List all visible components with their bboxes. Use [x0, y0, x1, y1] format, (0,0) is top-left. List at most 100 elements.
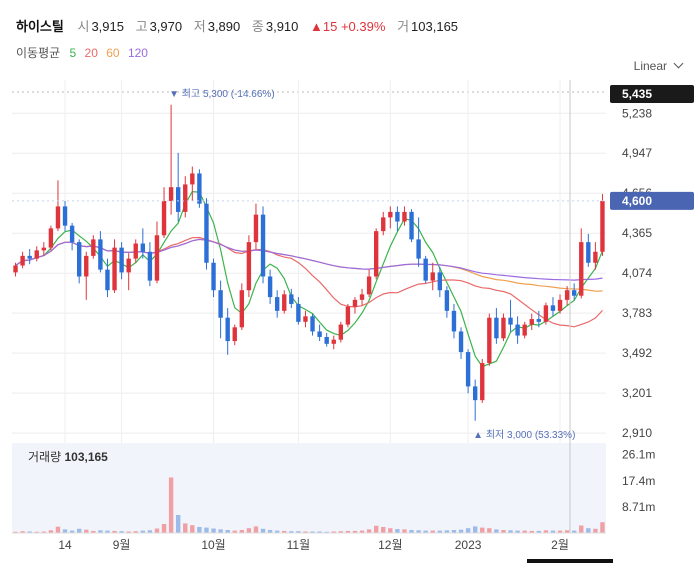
candle-body — [197, 173, 202, 204]
volume-bar — [197, 527, 202, 533]
time-tick-label: 2월 — [551, 538, 569, 552]
volume-bar — [522, 530, 527, 533]
volume-bar — [331, 531, 336, 533]
volume-bars — [13, 477, 605, 533]
price-axis: 5,2384,9474,6564,3654,0743,7833,4923,201… — [622, 106, 655, 514]
open-label: 시 — [77, 19, 90, 34]
volume-bar — [211, 528, 216, 533]
volume-bar — [409, 530, 414, 533]
volume-bar — [147, 530, 153, 533]
change-value: ▲15 +0.39% — [310, 19, 386, 34]
candle-body — [366, 276, 372, 295]
candle-body — [62, 206, 68, 226]
volume-bar — [91, 530, 96, 533]
volume-tick-label: 8.71m — [622, 500, 655, 514]
volume-bar — [359, 530, 365, 533]
ma-120: 120 — [127, 46, 148, 60]
candle-body — [140, 243, 146, 252]
candle-body — [211, 262, 216, 291]
candle-body — [550, 305, 556, 311]
candle-body — [402, 211, 407, 222]
candle-body — [416, 239, 421, 259]
volume-bar — [190, 525, 195, 533]
volume-bar — [571, 530, 577, 533]
price-tick-label: 3,783 — [622, 306, 652, 320]
volume-bar — [119, 531, 124, 533]
candle-body — [437, 272, 443, 291]
volume-bar — [282, 530, 287, 533]
price-tick-label: 3,201 — [622, 386, 652, 400]
candle-body — [409, 211, 414, 240]
candle-body — [579, 242, 584, 296]
volume-bar — [579, 525, 584, 533]
volume-bar — [536, 530, 542, 533]
candle-body — [600, 200, 605, 252]
open-value: 3,915 — [91, 19, 124, 34]
volume-bar — [381, 527, 386, 533]
volume-bar — [112, 530, 117, 533]
time-tick-label: 12월 — [378, 538, 402, 552]
candle-body — [246, 242, 252, 291]
candle-body — [218, 290, 223, 318]
volume-bar — [105, 530, 110, 533]
candle-body — [98, 239, 103, 270]
current-price-marker-label: 4,600 — [622, 194, 652, 208]
volume-bar — [593, 528, 598, 533]
candle-body — [112, 247, 117, 291]
candle-body — [345, 306, 351, 325]
candle-body — [282, 294, 287, 311]
scale-selector[interactable]: Linear — [634, 58, 684, 73]
close-value: 3,910 — [265, 19, 299, 34]
volume-bar — [352, 530, 358, 533]
high-value: 3,970 — [149, 19, 183, 34]
volume-tick-label: 26.1m — [622, 448, 655, 462]
candle-body — [430, 272, 435, 281]
candle-body — [175, 187, 181, 212]
volume-bar — [600, 522, 605, 533]
candle-body — [161, 200, 167, 236]
high-annotation: ▼ 최고 5,300 (-14.66%) — [169, 88, 275, 100]
candle-body — [487, 317, 492, 364]
candle-body — [352, 299, 358, 307]
high-label: 고 — [135, 19, 148, 34]
volume-bar — [253, 526, 259, 533]
candles — [13, 104, 605, 421]
candle-body — [267, 276, 273, 298]
time-tick-label: 11월 — [287, 538, 311, 552]
candle-body — [423, 258, 428, 281]
candle-body — [388, 211, 393, 218]
volume-bar — [430, 530, 435, 533]
candle-body — [557, 299, 563, 311]
volume-bar — [402, 529, 407, 533]
ma-label: 이동평균 — [16, 46, 61, 60]
candle-body — [76, 242, 82, 277]
price-tick-label: 5,238 — [622, 106, 652, 120]
volume-bar — [183, 523, 188, 533]
candle-body — [34, 250, 39, 259]
volume-bar — [388, 528, 393, 533]
quote-header: 하이스틸 시 3,915 고 3,970 저 3,890 종 3,910 ▲15 +0.… — [16, 16, 466, 35]
volume-bar — [225, 530, 230, 533]
candle-body — [515, 324, 520, 336]
candle-body — [253, 214, 259, 243]
candle-body — [331, 339, 336, 344]
candle-body — [543, 305, 549, 322]
candle-body — [105, 269, 110, 291]
volume-bar — [126, 531, 131, 533]
volume-bar — [48, 530, 54, 533]
volume-bar — [76, 528, 82, 533]
volume-bar — [564, 530, 570, 533]
candle-body — [13, 265, 18, 273]
volume-bar — [487, 528, 492, 533]
candle-body — [303, 316, 308, 322]
candle-body — [168, 187, 174, 201]
candle-body — [84, 255, 89, 277]
moving-average-legend[interactable]: 이동평균 5 20 60 120 — [16, 44, 153, 61]
volume-bar — [133, 531, 138, 533]
candle-body — [373, 231, 379, 277]
candle-body — [571, 290, 577, 296]
top-price-marker-label: 5,435 — [622, 87, 652, 101]
candle-body — [239, 290, 245, 328]
candle-body — [27, 255, 32, 259]
